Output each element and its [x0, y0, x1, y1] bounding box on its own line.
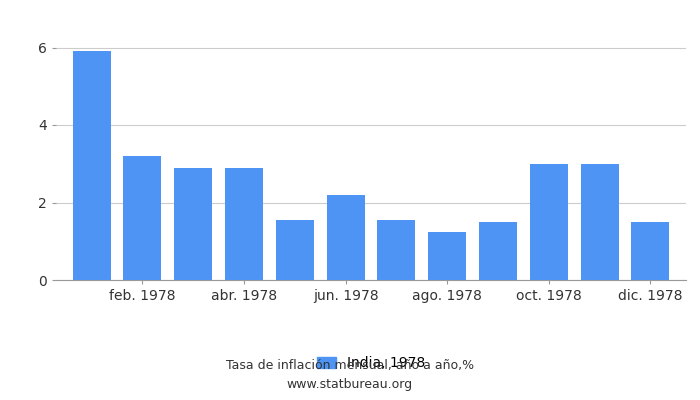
Bar	[428, 232, 466, 280]
Bar	[276, 220, 314, 280]
Bar	[631, 222, 669, 280]
Bar	[73, 51, 111, 280]
Bar	[174, 168, 212, 280]
Text: Tasa de inflación mensual, año a año,%: Tasa de inflación mensual, año a año,%	[226, 360, 474, 372]
Legend: India, 1978: India, 1978	[316, 356, 426, 370]
Bar	[326, 195, 365, 280]
Bar	[225, 168, 263, 280]
Bar	[530, 164, 568, 280]
Bar	[580, 164, 619, 280]
Bar	[123, 156, 162, 280]
Bar	[377, 220, 416, 280]
Bar	[479, 222, 517, 280]
Text: www.statbureau.org: www.statbureau.org	[287, 378, 413, 391]
